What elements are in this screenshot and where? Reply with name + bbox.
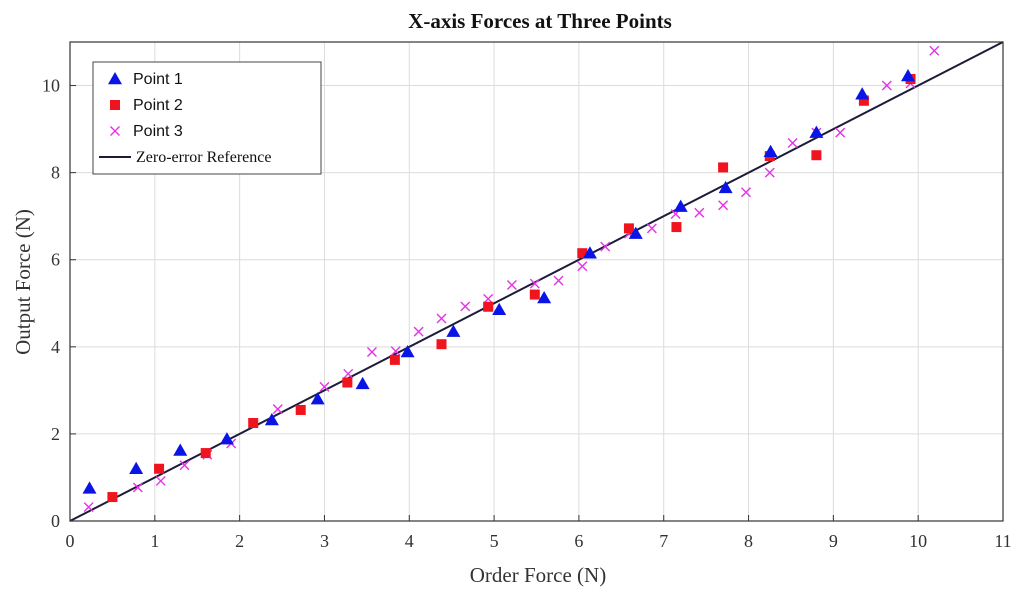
data-point-square xyxy=(623,223,634,234)
data-point-square xyxy=(483,301,494,312)
legend-swatch-x xyxy=(110,126,120,136)
data-point-triangle xyxy=(355,376,370,390)
data-point-x xyxy=(764,167,775,178)
data-point-triangle xyxy=(537,291,552,304)
x-tick-label: 9 xyxy=(829,531,838,551)
x-tick-label: 10 xyxy=(909,531,927,551)
data-point-triangle xyxy=(400,345,415,358)
data-point-x xyxy=(835,127,846,138)
data-point-x xyxy=(366,347,377,358)
data-point-square xyxy=(577,248,588,259)
data-point-x xyxy=(718,200,729,211)
x-tick-label: 4 xyxy=(405,531,414,551)
data-point-x xyxy=(460,301,471,312)
data-point-triangle xyxy=(763,144,778,157)
data-point-triangle xyxy=(855,87,870,100)
legend: Point 1 Point 2 Point 3 Zero-error Referenc… xyxy=(92,61,322,175)
data-point-square xyxy=(295,404,306,415)
y-tick-label: 0 xyxy=(51,511,60,531)
legend-swatch-square xyxy=(110,100,120,110)
data-point-x xyxy=(319,381,330,392)
y-axis-label: Output Force (N) xyxy=(11,209,35,355)
data-point-triangle xyxy=(718,180,733,194)
data-point-square xyxy=(154,463,165,474)
data-point-x xyxy=(553,275,564,286)
data-point-triangle xyxy=(264,412,279,426)
legend-swatch-triangle xyxy=(108,72,122,85)
x-tick-label: 1 xyxy=(150,531,159,551)
data-point-x xyxy=(83,502,94,513)
data-point-square xyxy=(107,492,118,503)
chart-title: X-axis Forces at Three Points xyxy=(408,9,672,33)
data-point-triangle xyxy=(809,125,824,138)
data-point-x xyxy=(155,475,166,486)
data-point-x xyxy=(343,368,354,379)
x-tick-label: 2 xyxy=(235,531,244,551)
y-axis-ticks: 0 2 4 6 8 10 xyxy=(42,76,76,531)
data-point-square xyxy=(529,289,540,300)
data-point-triangle xyxy=(492,302,507,316)
x-tick-label: 5 xyxy=(490,531,499,551)
data-point-triangle xyxy=(219,432,234,445)
series-point-1 xyxy=(82,68,916,494)
x-tick-label: 7 xyxy=(659,531,668,551)
y-tick-label: 8 xyxy=(51,163,60,183)
data-point-x xyxy=(787,138,798,149)
plot-area-frame xyxy=(69,41,1004,522)
legend-box xyxy=(92,61,322,175)
data-point-square xyxy=(671,222,682,233)
data-point-triangle xyxy=(446,324,461,337)
data-point-triangle xyxy=(628,226,643,239)
x-axis-label: Order Force (N) xyxy=(470,563,606,587)
x-tick-label: 3 xyxy=(320,531,329,551)
data-point-x xyxy=(600,241,611,252)
data-point-triangle xyxy=(82,481,97,494)
data-point-square xyxy=(436,339,447,350)
data-point-x xyxy=(529,278,540,289)
data-point-triangle xyxy=(582,246,597,259)
data-point-x xyxy=(272,404,283,415)
y-tick-label: 10 xyxy=(42,76,60,96)
data-point-square xyxy=(200,448,211,459)
data-point-x xyxy=(506,279,517,290)
data-point-triangle xyxy=(173,443,188,456)
x-tick-label: 11 xyxy=(994,531,1011,551)
data-point-square xyxy=(858,95,869,106)
data-point-square xyxy=(342,377,353,388)
legend-label: Point 2 xyxy=(133,97,183,114)
data-point-square xyxy=(248,418,259,429)
data-point-triangle xyxy=(901,68,916,82)
legend-label: Zero-error Reference xyxy=(136,149,271,166)
x-tick-label: 6 xyxy=(574,531,583,551)
y-tick-label: 4 xyxy=(51,337,60,357)
data-point-x xyxy=(179,460,190,471)
y-tick-label: 2 xyxy=(51,424,60,444)
data-point-x xyxy=(741,187,751,198)
markers-layer xyxy=(82,45,940,513)
data-point-x xyxy=(390,346,401,357)
data-point-x xyxy=(881,80,892,91)
data-point-x xyxy=(646,223,657,234)
data-point-x xyxy=(577,261,588,272)
y-tick-label: 6 xyxy=(51,250,60,270)
data-point-square xyxy=(389,354,400,365)
data-point-x xyxy=(694,207,705,218)
data-point-x xyxy=(413,326,424,337)
data-point-triangle xyxy=(129,461,144,474)
legend-label: Point 3 xyxy=(133,123,183,140)
data-point-x xyxy=(436,313,447,324)
data-point-square xyxy=(718,162,729,173)
x-tick-label: 0 xyxy=(66,531,75,551)
data-point-triangle xyxy=(673,199,688,212)
x-tick-label: 8 xyxy=(744,531,753,551)
data-point-x xyxy=(132,482,143,493)
x-axis-ticks: 0 1 2 3 4 5 6 7 8 9 10 11 xyxy=(66,515,1012,551)
data-point-square xyxy=(811,150,822,161)
data-point-x xyxy=(929,45,940,56)
legend-label: Point 1 xyxy=(133,71,183,88)
data-point-triangle xyxy=(310,392,325,405)
